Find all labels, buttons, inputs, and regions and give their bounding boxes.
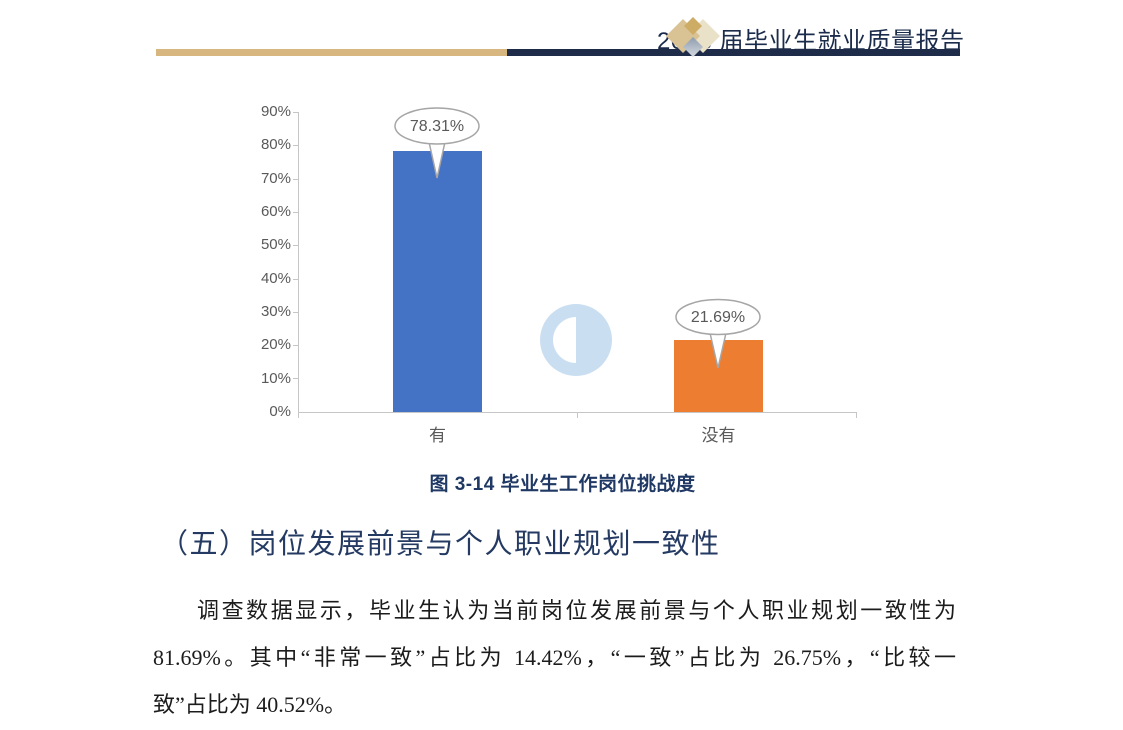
data-label-callout: 21.69% — [674, 298, 762, 372]
y-tick-label: 80% — [260, 136, 291, 153]
data-label: 78.31% — [409, 118, 465, 135]
x-category-label: 没有 — [701, 426, 736, 445]
section-heading: （五）岗位发展前景与个人职业规划一致性 — [160, 528, 721, 559]
x-axis-line — [298, 412, 857, 413]
y-axis-line — [298, 112, 299, 413]
y-axis-tick — [293, 245, 298, 246]
y-tick-label: 0% — [269, 403, 291, 420]
chart-bar — [393, 151, 482, 412]
x-category-label: 有 — [429, 426, 446, 445]
data-label: 21.69% — [690, 309, 746, 326]
y-axis-tick — [293, 112, 298, 113]
y-tick-label: 20% — [260, 336, 291, 353]
watermark-circle-icon — [539, 303, 613, 377]
y-axis-tick — [293, 212, 298, 213]
y-axis-tick — [293, 145, 298, 146]
x-axis-tick — [577, 413, 578, 418]
y-axis-tick — [293, 179, 298, 180]
y-tick-label: 40% — [260, 270, 291, 287]
header-rule-navy — [507, 49, 960, 56]
y-tick-label: 50% — [260, 236, 291, 253]
y-tick-label: 70% — [260, 170, 291, 187]
paragraph-line: 调查数据显示，毕业生认为当前岗位发展前景与个人职业规划一致性为 — [197, 598, 956, 623]
y-tick-label: 30% — [260, 303, 291, 320]
paragraph-line: 致”占比为 40.52%。 — [153, 692, 347, 717]
diamond-cluster-icon — [656, 10, 728, 58]
y-axis-tick — [293, 279, 298, 280]
x-axis-tick — [298, 413, 299, 418]
paragraph-line: 81.69%。其中“非常一致”占比为 14.42%，“一致”占比为 26.75%… — [153, 645, 956, 670]
data-label-callout: 78.31% — [393, 106, 481, 181]
y-tick-label: 60% — [260, 203, 291, 220]
y-axis-tick — [293, 345, 298, 346]
y-axis-tick — [293, 378, 298, 379]
y-axis-tick — [293, 312, 298, 313]
x-axis-tick — [856, 413, 857, 418]
y-tick-label: 10% — [260, 370, 291, 387]
y-tick-label: 90% — [260, 103, 291, 120]
figure-caption: 图 3-14 毕业生工作岗位挑战度 — [429, 474, 696, 495]
header-rule-gold — [156, 49, 507, 56]
